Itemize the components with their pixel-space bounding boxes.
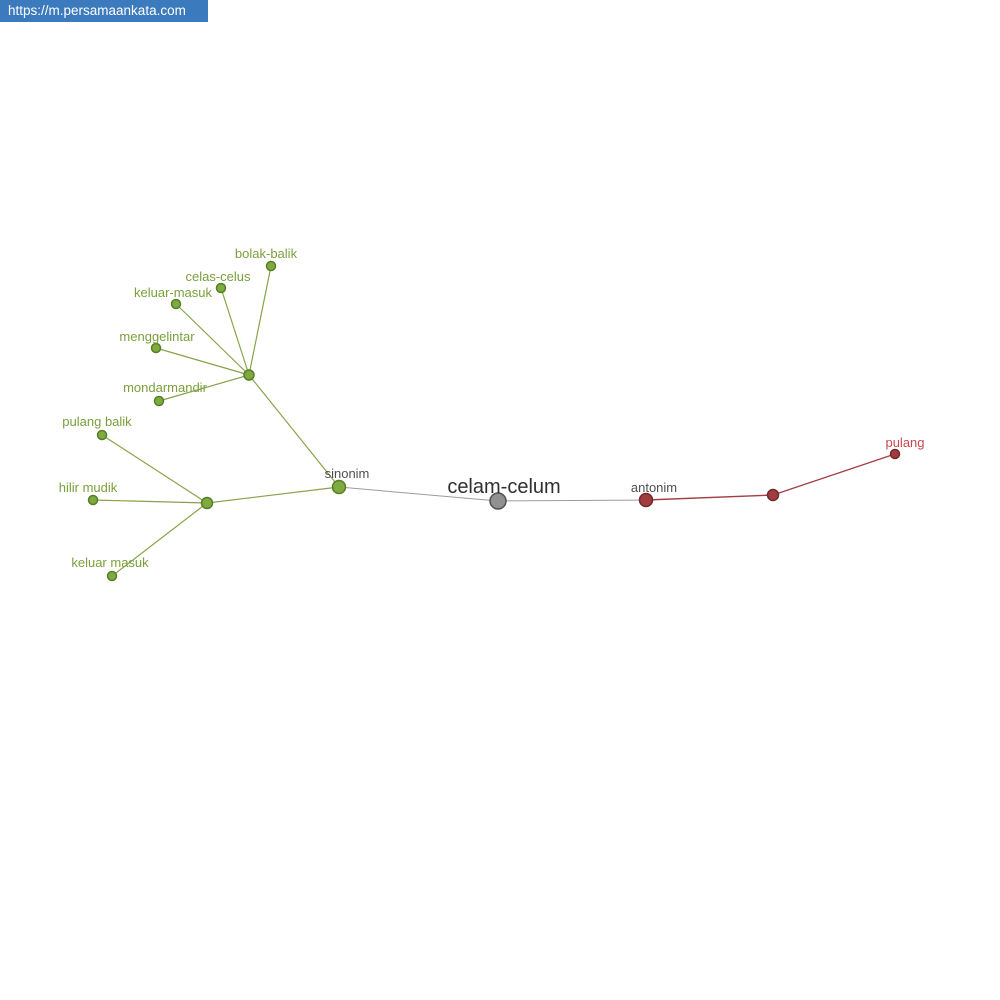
browser-url-badge: https://m.persamaankata.com [0, 0, 208, 22]
edge-hub-sinonim-2-pulang-balik [101, 434, 208, 504]
edge-celam-celum-sinonim [338, 486, 499, 502]
node-hub-antonim[interactable] [766, 488, 780, 502]
edge-sinonim-hub-sinonim-2 [206, 486, 340, 504]
edge-hub-sinonim-1-menggelintar [155, 347, 250, 376]
node-label-celam-celum: celam-celum [447, 476, 560, 498]
edge-hub-sinonim-1-mondarmandir [158, 374, 250, 402]
node-bolak-balik[interactable] [265, 260, 277, 272]
node-label-menggelintar: menggelintar [119, 329, 195, 344]
node-antonim[interactable] [638, 492, 654, 508]
node-label-pulang-balik: pulang balik [62, 414, 132, 429]
node-sinonim[interactable] [331, 479, 347, 495]
node-celas-celus[interactable] [215, 282, 227, 294]
node-mondarmandir[interactable] [153, 395, 165, 407]
node-label-pulang: pulang [885, 435, 924, 450]
node-hub-sinonim-1[interactable] [243, 369, 255, 381]
node-keluar-masuk-1[interactable] [170, 298, 182, 310]
node-label-celas-celus: celas-celus [185, 269, 251, 284]
node-label-bolak-balik: bolak-balik [235, 246, 298, 261]
edge-hub-antonim-pulang [772, 453, 896, 496]
node-celam-celum[interactable] [489, 492, 507, 510]
edge-hub-sinonim-1-bolak-balik [248, 265, 272, 376]
node-keluar-masuk-2[interactable] [106, 570, 118, 582]
edge-hub-sinonim-1-celas-celus [220, 287, 250, 376]
node-label-antonim: antonim [631, 480, 677, 495]
node-label-keluar-masuk-1: keluar-masuk [134, 285, 213, 300]
node-hilir-mudik[interactable] [87, 494, 99, 506]
node-menggelintar[interactable] [150, 342, 162, 354]
node-pulang[interactable] [889, 448, 901, 460]
edge-hub-sinonim-2-hilir-mudik [92, 499, 208, 504]
node-label-hilir-mudik: hilir mudik [59, 480, 118, 495]
node-hub-sinonim-2[interactable] [200, 496, 214, 510]
node-pulang-balik[interactable] [96, 429, 108, 441]
edge-hub-sinonim-2-keluar-masuk-2 [111, 502, 208, 577]
edge-hub-sinonim-1-keluar-masuk-1 [175, 303, 250, 376]
node-label-sinonim: sinonim [325, 466, 370, 481]
edge-sinonim-hub-sinonim-1 [248, 374, 340, 488]
browser-url-text: https://m.persamaankata.com [8, 3, 186, 18]
edge-antonim-hub-antonim [645, 494, 774, 501]
node-label-mondarmandir: mondarmandir [123, 380, 207, 395]
node-label-keluar-masuk-2: keluar masuk [71, 555, 149, 570]
edge-celam-celum-antonim [497, 499, 647, 502]
